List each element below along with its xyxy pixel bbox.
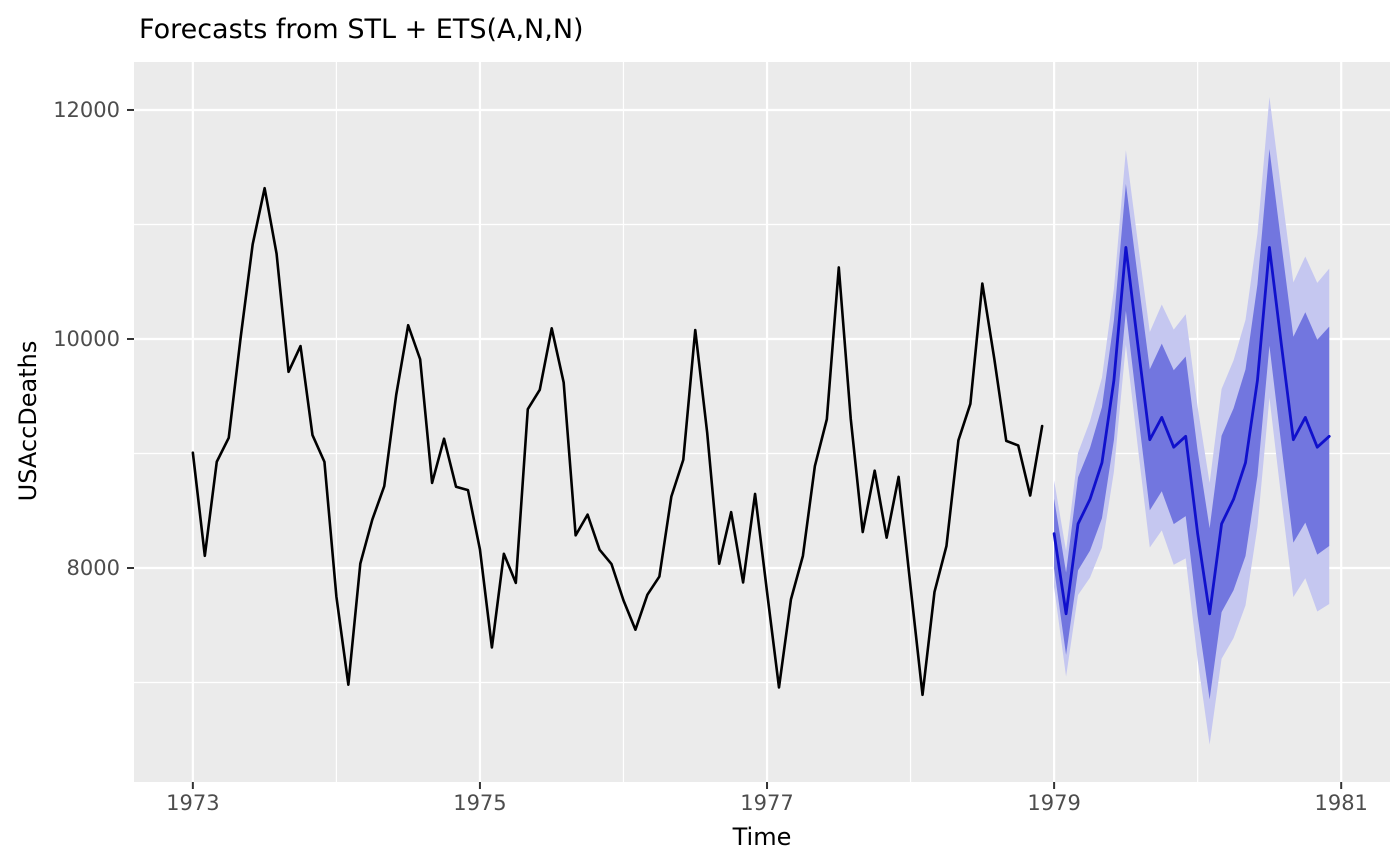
x-tick-label: 1975 bbox=[453, 791, 506, 815]
forecast-mean-line bbox=[1052, 245, 1331, 616]
x-tick-label: 1979 bbox=[1027, 791, 1080, 815]
tick-label-layer: 1973 1975 1977 1979 1981 8000 10000 12000 bbox=[53, 98, 1368, 815]
series-layer bbox=[191, 97, 1331, 745]
chart-title: Forecasts from STL + ETS(A,N,N) bbox=[139, 14, 584, 45]
tick-mark-layer bbox=[127, 108, 1343, 789]
y-tick-label: 8000 bbox=[67, 556, 120, 580]
gridline-layer bbox=[134, 62, 1390, 782]
x-axis-title: Time bbox=[732, 823, 792, 851]
x-tick-label: 1977 bbox=[740, 791, 793, 815]
y-tick-label: 12000 bbox=[53, 98, 120, 122]
y-tick-label: 10000 bbox=[53, 327, 120, 351]
x-tick-label: 1973 bbox=[166, 791, 219, 815]
observed-line bbox=[191, 186, 1044, 697]
x-tick-label: 1981 bbox=[1314, 791, 1367, 815]
y-axis-title: USAccDeaths bbox=[14, 341, 42, 502]
